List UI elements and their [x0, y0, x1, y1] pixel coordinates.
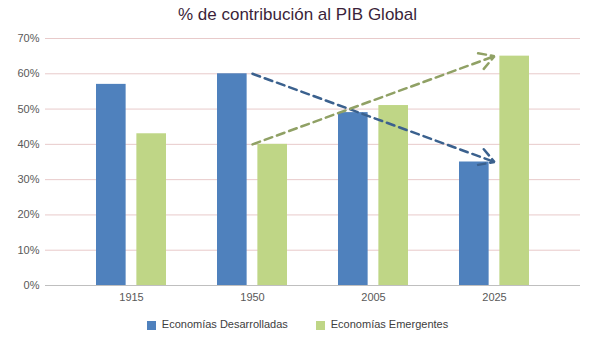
svg-text:1950: 1950 — [240, 291, 264, 303]
svg-text:10%: 10% — [17, 244, 39, 256]
svg-text:20%: 20% — [17, 208, 39, 220]
svg-text:50%: 50% — [17, 103, 39, 115]
svg-text:2005: 2005 — [361, 291, 385, 303]
svg-text:70%: 70% — [17, 32, 39, 44]
html-text:Economías Emergentes: Economías Emergentes — [330, 318, 449, 330]
svg-text:60%: 60% — [17, 67, 39, 79]
svg-text:0%: 0% — [24, 279, 40, 291]
svg-text:2025: 2025 — [482, 291, 506, 303]
svg-text:40%: 40% — [17, 138, 39, 150]
html-text:% de contribución al PIB Globa: % de contribución al PIB Global — [178, 5, 417, 24]
html-text:Economías Desarrolladas: Economías Desarrolladas — [161, 318, 288, 330]
svg-text:30%: 30% — [17, 173, 39, 185]
svg-text:1915: 1915 — [119, 291, 143, 303]
